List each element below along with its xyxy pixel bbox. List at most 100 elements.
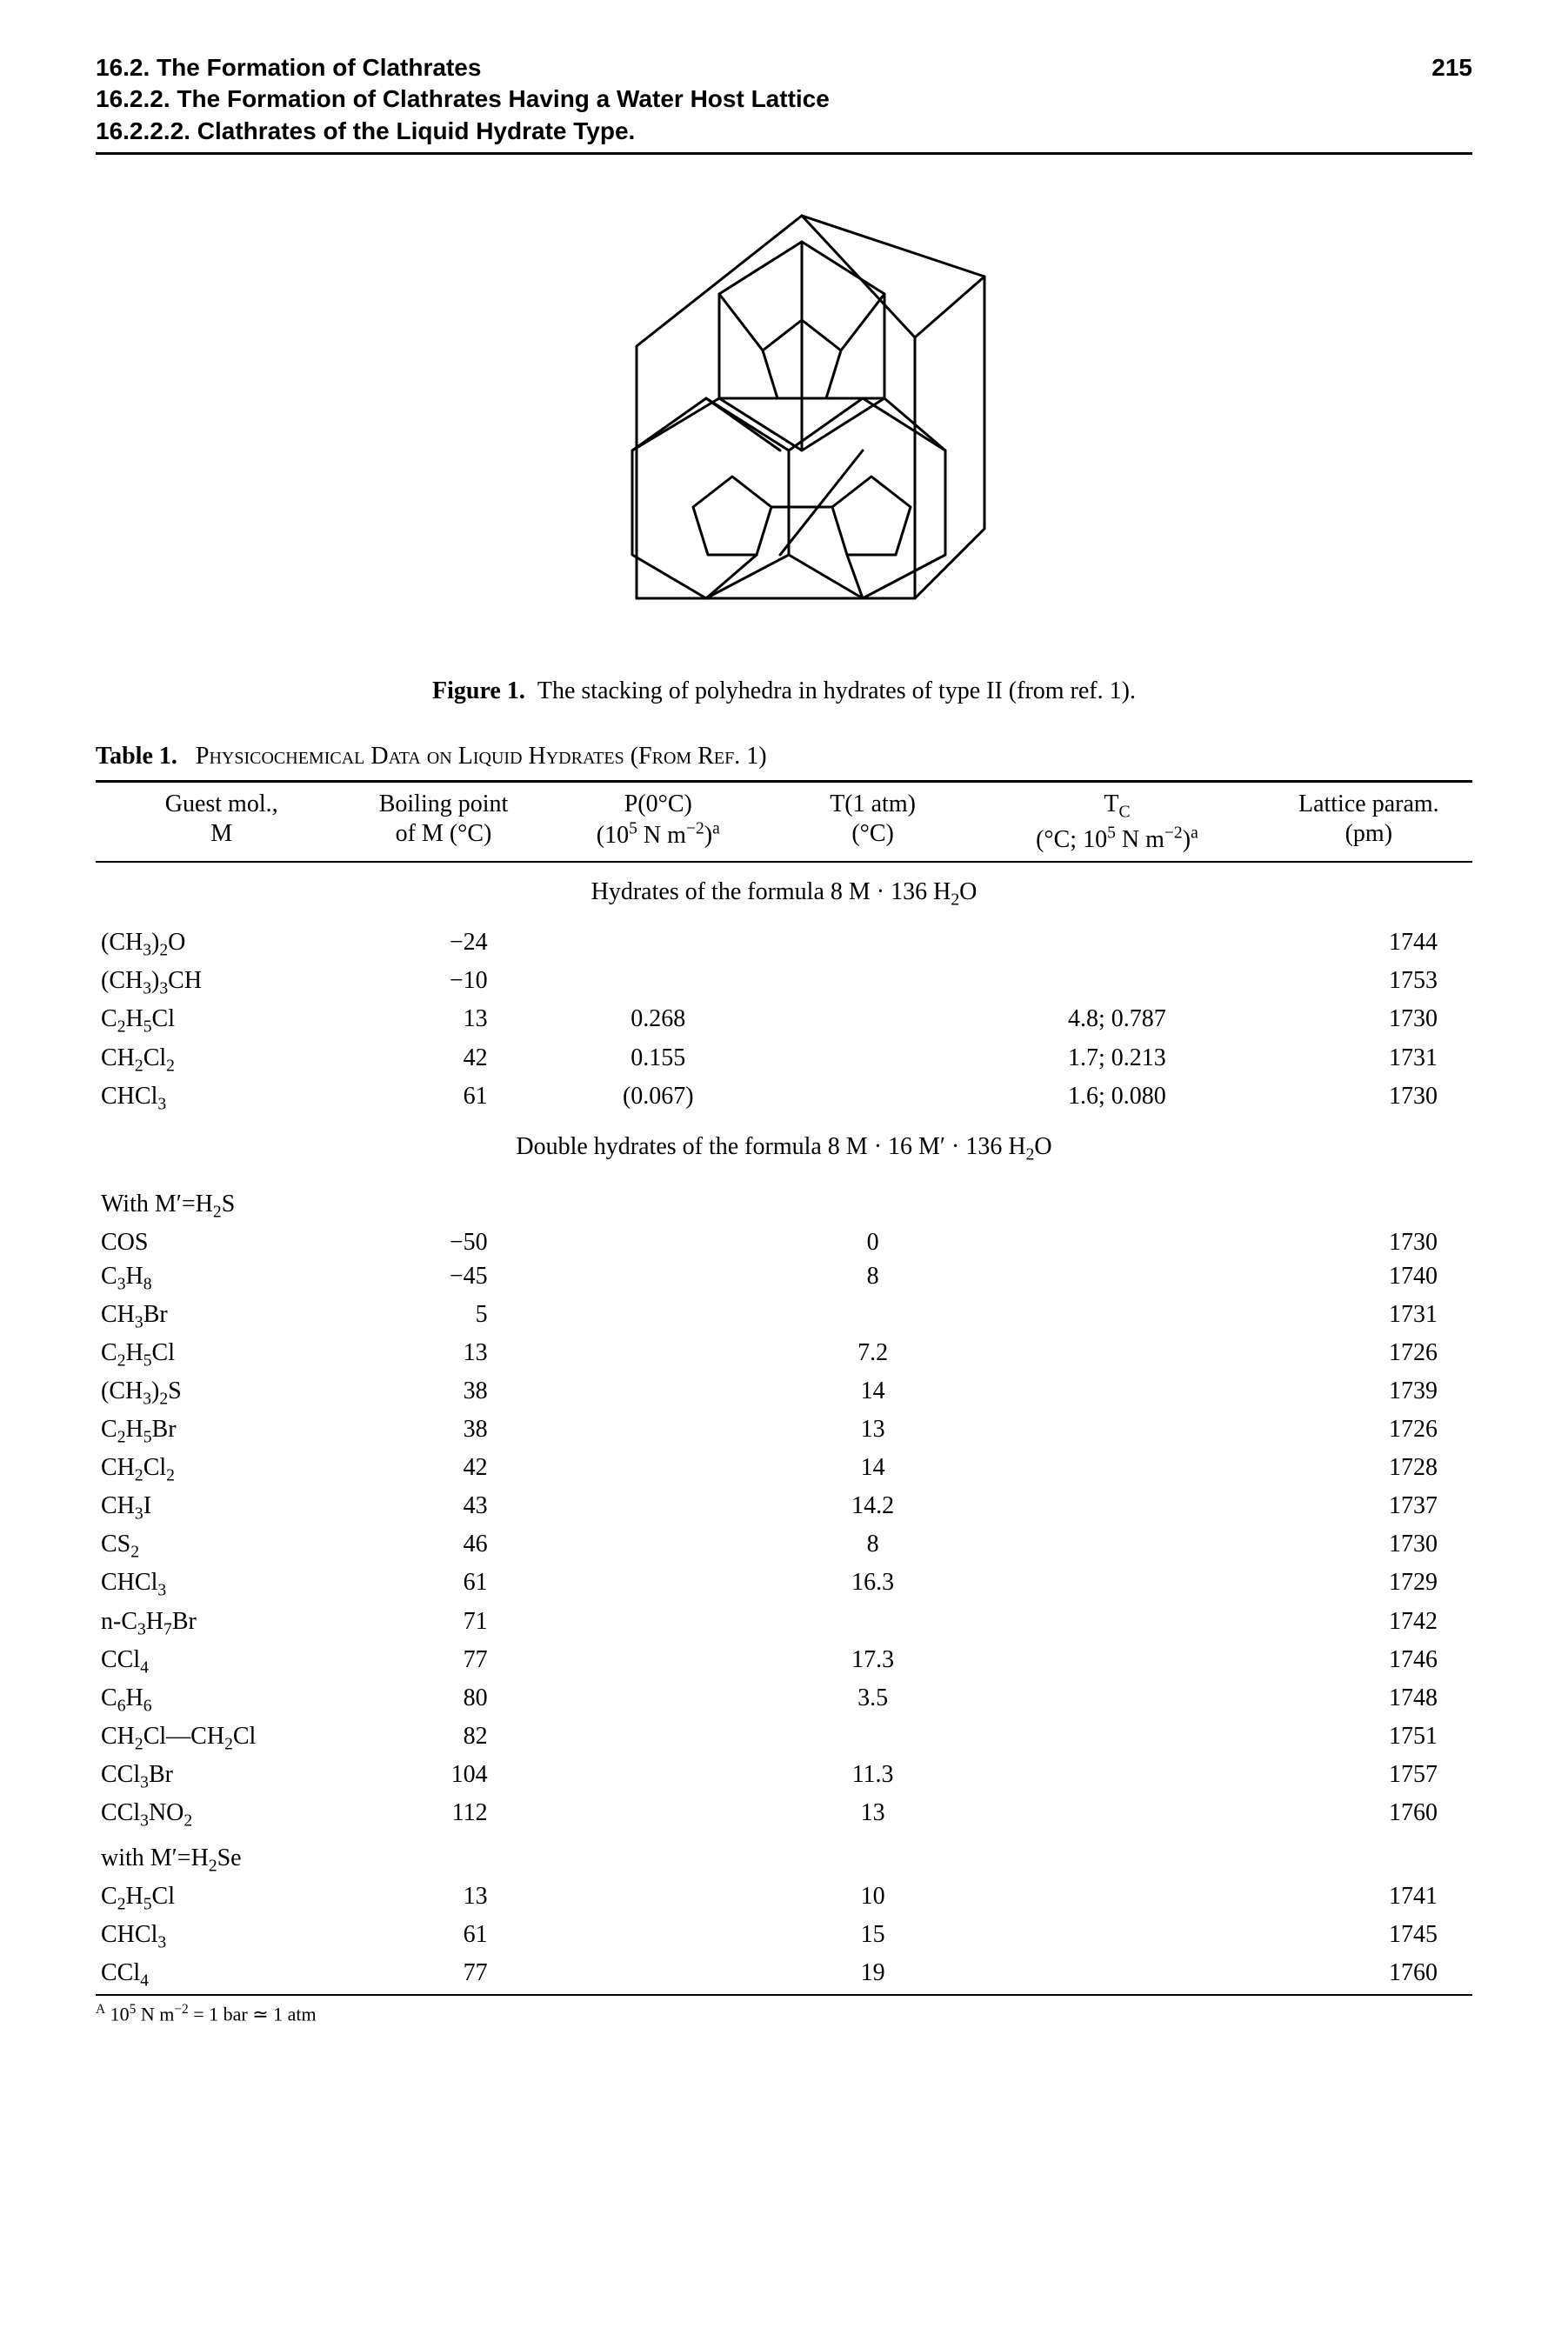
cell-bp: 38 (347, 1412, 539, 1451)
cell-p0 (540, 1259, 777, 1297)
cell-bp: 61 (347, 1079, 539, 1117)
cell-t1: 17.3 (777, 1643, 969, 1681)
cell-bp: 5 (347, 1297, 539, 1336)
hdr-text: M (210, 820, 232, 847)
cell-bp: 42 (347, 1041, 539, 1079)
cell-lp: 1741 (1265, 1879, 1472, 1918)
cell-mol: CCl3Br (96, 1758, 347, 1796)
cell-tc (969, 1336, 1264, 1374)
cell-p0 (540, 1451, 777, 1489)
cell-bp: −10 (347, 964, 539, 1002)
cell-t1 (777, 1041, 969, 1079)
cell-t1 (777, 1297, 969, 1336)
cell-tc (969, 1604, 1264, 1643)
col-p0: P(0°C) (105 N m−2)a (540, 782, 777, 863)
cell-t1: 8 (777, 1259, 969, 1297)
cell-mol: CCl4 (96, 1643, 347, 1681)
table-row: CH3I4314.21737 (96, 1489, 1472, 1527)
hdr-text: Guest mol., (165, 790, 278, 817)
cell-p0 (540, 1796, 777, 1834)
table-row: C6H6803.51748 (96, 1681, 1472, 1719)
data-table: Guest mol., M Boiling point of M (°C) P(… (96, 780, 1472, 1996)
cell-t1: 19 (777, 1956, 969, 1995)
cell-bp: 77 (347, 1643, 539, 1681)
cell-mol: C2H5Cl (96, 1879, 347, 1918)
cell-mol: CHCl3 (96, 1918, 347, 1956)
cell-lp: 1744 (1265, 925, 1472, 964)
cell-bp: 82 (347, 1719, 539, 1758)
cell-lp: 1731 (1265, 1297, 1472, 1336)
cell-tc (969, 1527, 1264, 1565)
table-row: (CH3)2S38141739 (96, 1374, 1472, 1412)
cell-mol: CH2Cl2 (96, 1041, 347, 1079)
cell-lp: 1730 (1265, 1079, 1472, 1117)
cell-p0 (540, 1604, 777, 1643)
hdr-text: P(0°C) (624, 790, 692, 817)
cell-t1: 14.2 (777, 1489, 969, 1527)
cell-tc (969, 925, 1264, 964)
cell-mol: CCl4 (96, 1956, 347, 1995)
table-row: (CH3)2O−241744 (96, 925, 1472, 964)
cell-t1 (777, 1002, 969, 1040)
cell-tc (969, 1489, 1264, 1527)
page-number: 215 (1431, 52, 1472, 83)
cell-t1 (777, 964, 969, 1002)
cell-t1: 0 (777, 1225, 969, 1259)
cell-lp: 1742 (1265, 1604, 1472, 1643)
cell-bp: 71 (347, 1604, 539, 1643)
cell-tc (969, 1412, 1264, 1451)
cell-t1: 14 (777, 1374, 969, 1412)
cell-t1: 7.2 (777, 1336, 969, 1374)
cell-mol: n-C3H7Br (96, 1604, 347, 1643)
cell-t1: 10 (777, 1879, 969, 1918)
col-bp: Boiling point of M (°C) (347, 782, 539, 863)
cell-p0 (540, 1225, 777, 1259)
section-title: Double hydrates of the formula 8 M · 16 … (96, 1117, 1472, 1180)
cell-lp: 1757 (1265, 1758, 1472, 1796)
cell-tc (969, 1225, 1264, 1259)
cell-p0 (540, 1336, 777, 1374)
table-row: C2H5Cl130.2684.8; 0.7871730 (96, 1002, 1472, 1040)
table-row: CHCl361(0.067)1.6; 0.0801730 (96, 1079, 1472, 1117)
cell-lp: 1729 (1265, 1565, 1472, 1604)
table-row: C2H5Cl13 10 1741 (96, 1879, 1472, 1918)
cell-t1 (777, 1719, 969, 1758)
col-lp: Lattice param. (pm) (1265, 782, 1472, 863)
cell-tc (969, 1374, 1264, 1412)
cell-bp: 104 (347, 1758, 539, 1796)
cell-p0 (540, 1956, 777, 1995)
cell-p0 (540, 1297, 777, 1336)
cell-p0: (0.067) (540, 1079, 777, 1117)
cell-mol: CHCl3 (96, 1079, 347, 1117)
cell-tc (969, 964, 1264, 1002)
cell-p0 (540, 1374, 777, 1412)
cell-bp: 61 (347, 1918, 539, 1956)
cell-bp: 61 (347, 1565, 539, 1604)
cell-mol: CH3I (96, 1489, 347, 1527)
cell-lp: 1745 (1265, 1918, 1472, 1956)
cell-p0 (540, 1643, 777, 1681)
table-row: CCl47717.31746 (96, 1643, 1472, 1681)
table-row: CS24681730 (96, 1527, 1472, 1565)
cell-t1: 3.5 (777, 1681, 969, 1719)
table-footnote: A 105 N m−2 = 1 bar ≃ 1 atm (96, 2001, 1472, 2026)
table-row: CCl477 19 1760 (96, 1956, 1472, 1995)
cell-bp: 13 (347, 1879, 539, 1918)
figure-label: Figure 1. (432, 677, 525, 704)
cell-t1: 13 (777, 1796, 969, 1834)
cell-bp: 77 (347, 1956, 539, 1995)
table-row: CHCl36116.31729 (96, 1565, 1472, 1604)
cell-p0 (540, 1719, 777, 1758)
cell-tc (969, 1758, 1264, 1796)
cell-lp: 1760 (1265, 1956, 1472, 1995)
cell-t1: 13 (777, 1412, 969, 1451)
cell-mol: (CH3)3CH (96, 964, 347, 1002)
cell-lp: 1748 (1265, 1681, 1472, 1719)
section-title: Hydrates of the formula 8 M · 136 H2O (96, 862, 1472, 925)
polyhedra-illustration (541, 190, 1028, 642)
cell-mol: C2H5Br (96, 1412, 347, 1451)
cell-mol: C6H6 (96, 1681, 347, 1719)
cell-lp: 1760 (1265, 1796, 1472, 1834)
cell-tc: 1.7; 0.213 (969, 1041, 1264, 1079)
cell-lp: 1726 (1265, 1336, 1472, 1374)
